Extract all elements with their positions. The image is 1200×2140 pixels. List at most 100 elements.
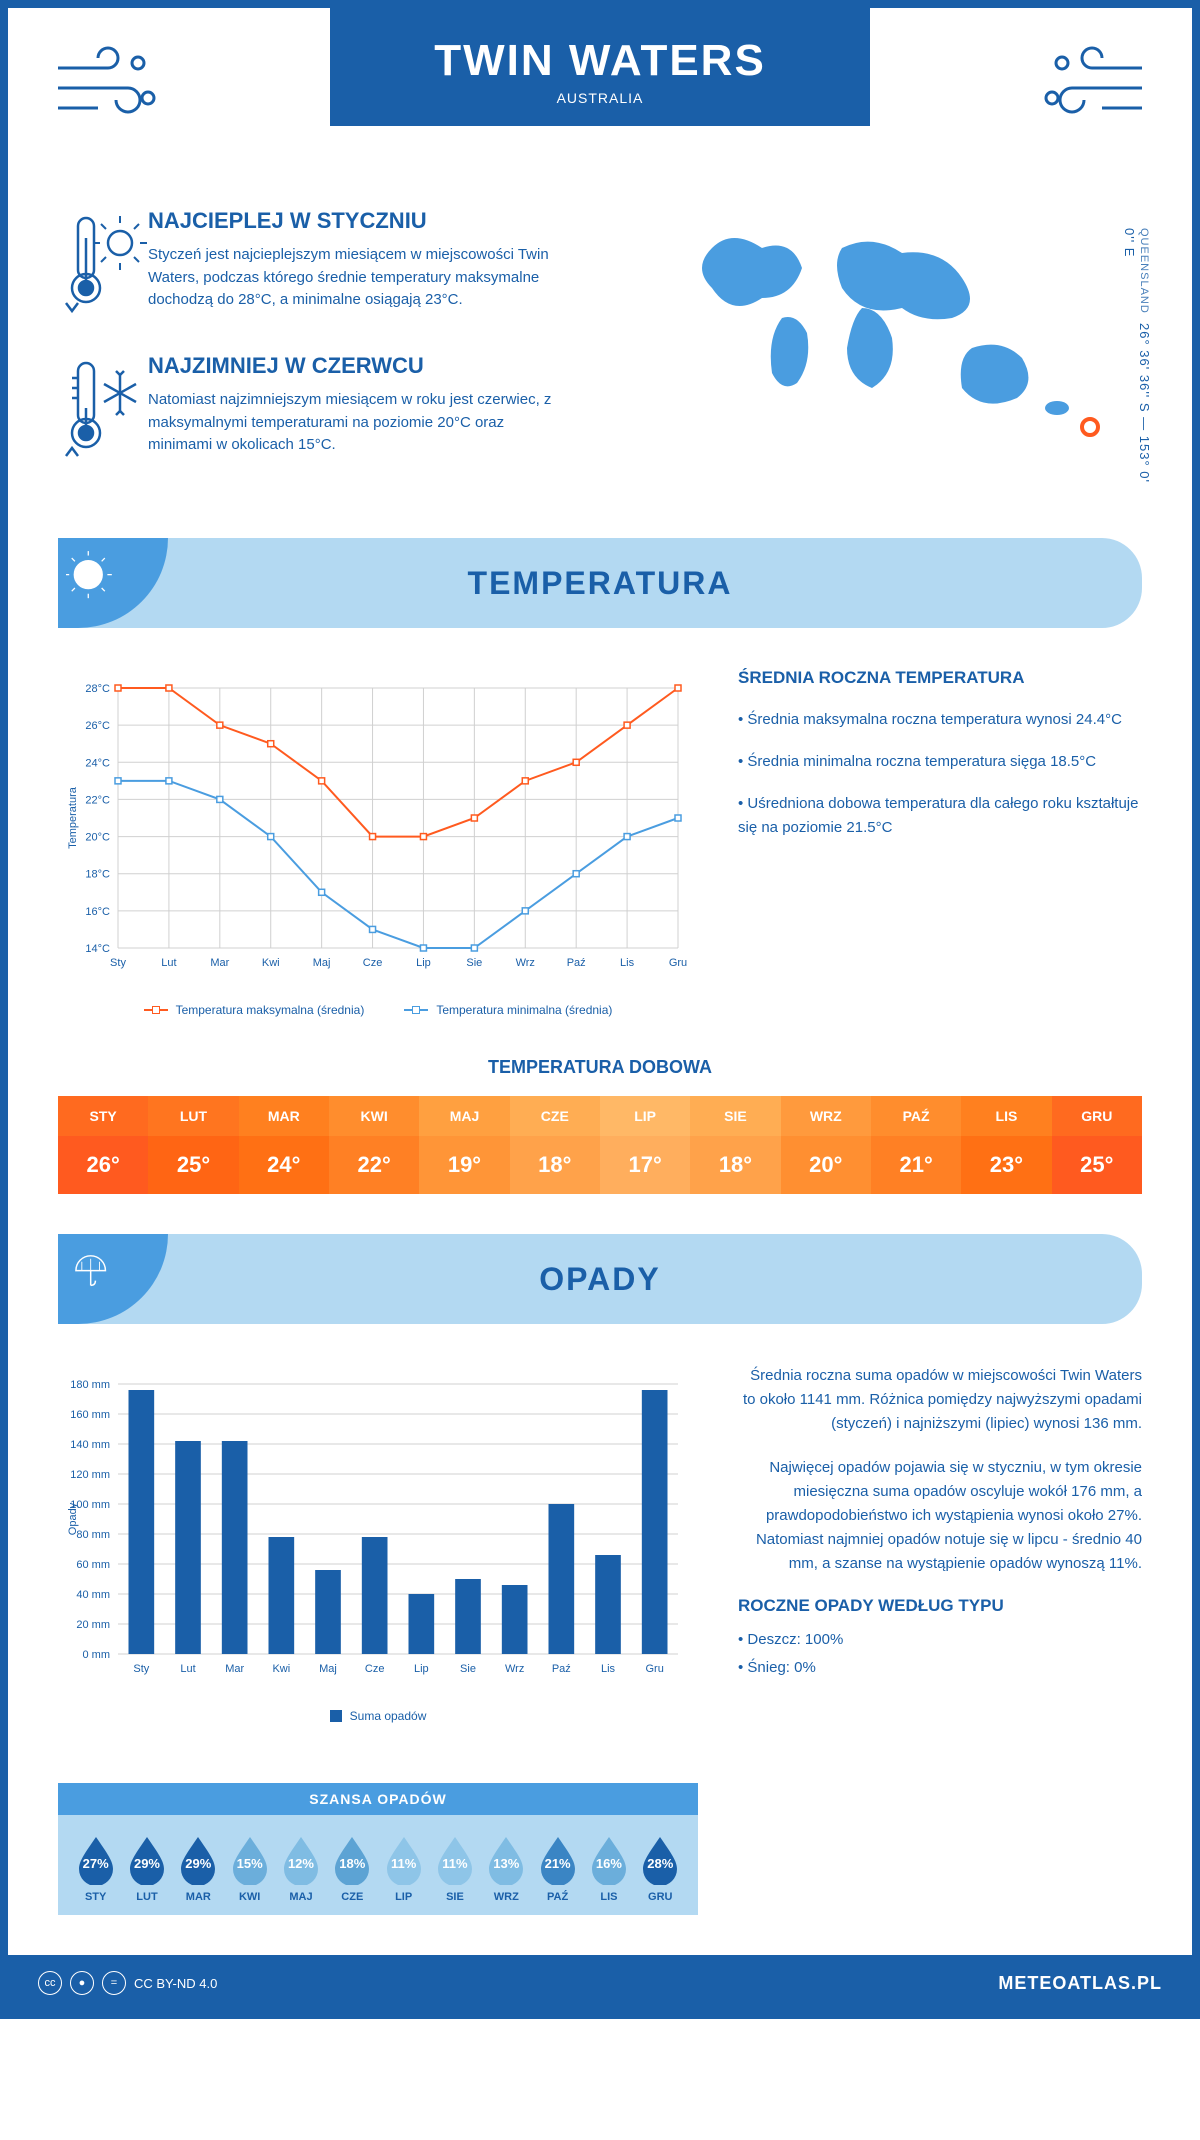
svg-text:Lut: Lut: [161, 957, 176, 969]
svg-text:Lis: Lis: [601, 1663, 616, 1675]
chance-drop: 11%SIE: [434, 1833, 476, 1903]
license: cc ● = CC BY-ND 4.0: [38, 1971, 217, 1995]
precipitation-chart: 0 mm20 mm40 mm60 mm80 mm100 mm120 mm140 …: [58, 1364, 698, 1723]
temperature-chart: 14°C16°C18°C20°C22°C24°C26°C28°CStyLutMa…: [58, 668, 698, 1017]
svg-text:Sty: Sty: [133, 1663, 149, 1675]
temp-col: KWI22°: [329, 1096, 419, 1194]
coordinates: QUEENSLAND 26° 36' 36'' S — 153° 0' 0'' …: [1122, 228, 1152, 498]
svg-text:26°C: 26°C: [85, 720, 110, 732]
temp-bullet: • Średnia minimalna roczna temperatura s…: [738, 750, 1142, 774]
temp-col: LIS23°: [961, 1096, 1051, 1194]
chance-box: SZANSA OPADÓW 27%STY29%LUT29%MAR15%KWI12…: [58, 1783, 698, 1915]
temp-col: SIE18°: [690, 1096, 780, 1194]
svg-text:Lip: Lip: [416, 957, 431, 969]
svg-text:Wrz: Wrz: [505, 1663, 524, 1675]
temp-side-title: ŚREDNIA ROCZNA TEMPERATURA: [738, 668, 1142, 688]
svg-text:120 mm: 120 mm: [70, 1469, 110, 1481]
svg-text:Sie: Sie: [466, 957, 482, 969]
svg-text:Gru: Gru: [669, 957, 687, 969]
svg-text:14°C: 14°C: [85, 943, 110, 955]
chance-drop: 29%MAR: [177, 1833, 219, 1903]
svg-text:Maj: Maj: [313, 957, 331, 969]
precip-type: • Deszcz: 100%: [738, 1628, 1142, 1652]
svg-text:Cze: Cze: [363, 957, 383, 969]
nd-icon: =: [102, 1971, 126, 1995]
precip-summary: Średnia roczna suma opadów w miejscowośc…: [698, 1364, 1142, 1723]
cold-text: Natomiast najzimniejszym miesiącem w rok…: [148, 389, 568, 457]
chance-drop: 11%LIP: [383, 1833, 425, 1903]
chance-drop: 16%LIS: [588, 1833, 630, 1903]
temp-col: MAR24°: [239, 1096, 329, 1194]
svg-text:20°C: 20°C: [85, 832, 110, 844]
svg-text:60 mm: 60 mm: [76, 1559, 110, 1571]
svg-text:Lip: Lip: [414, 1663, 429, 1675]
warm-block: NAJCIEPLEJ W STYCZNIU Styczeń jest najci…: [58, 208, 632, 323]
wind-icon: [1032, 38, 1152, 128]
svg-text:Wrz: Wrz: [516, 957, 535, 969]
svg-text:Paź: Paź: [552, 1663, 571, 1675]
svg-text:Lis: Lis: [620, 957, 635, 969]
temp-col: CZE18°: [510, 1096, 600, 1194]
svg-text:Maj: Maj: [319, 1663, 337, 1675]
chance-drop: 21%PAŹ: [537, 1833, 579, 1903]
svg-text:Paź: Paź: [567, 957, 586, 969]
temp-col: WRZ20°: [781, 1096, 871, 1194]
precip-type: • Śnieg: 0%: [738, 1656, 1142, 1680]
chance-title: SZANSA OPADÓW: [58, 1783, 698, 1815]
precip-types-title: ROCZNE OPADY WEDŁUG TYPU: [738, 1596, 1142, 1616]
svg-text:Mar: Mar: [210, 957, 229, 969]
cold-title: NAJZIMNIEJ W CZERWCU: [148, 353, 568, 379]
svg-text:Mar: Mar: [225, 1663, 244, 1675]
temperature-summary: ŚREDNIA ROCZNA TEMPERATURA • Średnia mak…: [698, 668, 1142, 1017]
precip-title: OPADY: [168, 1261, 1142, 1298]
svg-text:Cze: Cze: [365, 1663, 385, 1675]
svg-text:18°C: 18°C: [85, 869, 110, 881]
temperature-title: TEMPERATURA: [168, 565, 1142, 602]
precip-para2: Najwięcej opadów pojawia się w styczniu,…: [738, 1456, 1142, 1576]
chance-drop: 28%GRU: [639, 1833, 681, 1903]
wind-icon: [48, 38, 168, 128]
chance-drop: 15%KWI: [229, 1833, 271, 1903]
svg-text:Gru: Gru: [645, 1663, 663, 1675]
warm-text: Styczeń jest najcieplejszym miesiącem w …: [148, 244, 568, 312]
temp-col: LUT25°: [148, 1096, 238, 1194]
svg-text:28°C: 28°C: [85, 683, 110, 695]
svg-text:80 mm: 80 mm: [76, 1529, 110, 1541]
page-subtitle: AUSTRALIA: [330, 90, 870, 106]
temp-col: STY26°: [58, 1096, 148, 1194]
svg-text:22°C: 22°C: [85, 794, 110, 806]
svg-text:180 mm: 180 mm: [70, 1379, 110, 1391]
footer: cc ● = CC BY-ND 4.0 METEOATLAS.PL: [8, 1955, 1192, 2011]
svg-text:0 mm: 0 mm: [83, 1649, 111, 1661]
title-banner: TWIN WATERS AUSTRALIA: [330, 8, 870, 126]
brand: METEOATLAS.PL: [998, 1973, 1162, 1994]
legend-max: .legend-item:nth-child(1) .legend-mark::…: [144, 1003, 365, 1017]
page-title: TWIN WATERS: [330, 36, 870, 86]
temperature-header: TEMPERATURA: [58, 538, 1142, 628]
svg-text:Temperatura: Temperatura: [67, 786, 79, 849]
svg-text:160 mm: 160 mm: [70, 1409, 110, 1421]
temp-col: PAŹ21°: [871, 1096, 961, 1194]
svg-text:24°C: 24°C: [85, 757, 110, 769]
svg-text:Sie: Sie: [460, 1663, 476, 1675]
temp-col: MAJ19°: [419, 1096, 509, 1194]
cc-icon: cc: [38, 1971, 62, 1995]
chance-drop: 27%STY: [75, 1833, 117, 1903]
temp-bullet: • Uśredniona dobowa temperatura dla całe…: [738, 792, 1142, 840]
svg-text:16°C: 16°C: [85, 906, 110, 918]
temp-col: LIP17°: [600, 1096, 690, 1194]
svg-text:Kwi: Kwi: [272, 1663, 290, 1675]
cold-block: NAJZIMNIEJ W CZERWCU Natomiast najzimnie…: [58, 353, 632, 468]
chance-drop: 29%LUT: [126, 1833, 168, 1903]
svg-text:Lut: Lut: [180, 1663, 195, 1675]
chance-drop: 12%MAJ: [280, 1833, 322, 1903]
legend-min: .legend-item:nth-child(2) .legend-mark::…: [404, 1003, 612, 1017]
summary-row: NAJCIEPLEJ W STYCZNIU Styczeń jest najci…: [8, 188, 1192, 538]
daily-temp-title: TEMPERATURA DOBOWA: [58, 1057, 1142, 1078]
svg-text:20 mm: 20 mm: [76, 1619, 110, 1631]
svg-text:140 mm: 140 mm: [70, 1439, 110, 1451]
thermometer-snow-icon: [58, 353, 148, 468]
thermometer-sun-icon: [58, 208, 148, 323]
svg-text:Kwi: Kwi: [262, 957, 280, 969]
world-map: QUEENSLAND 26° 36' 36'' S — 153° 0' 0'' …: [662, 208, 1142, 498]
